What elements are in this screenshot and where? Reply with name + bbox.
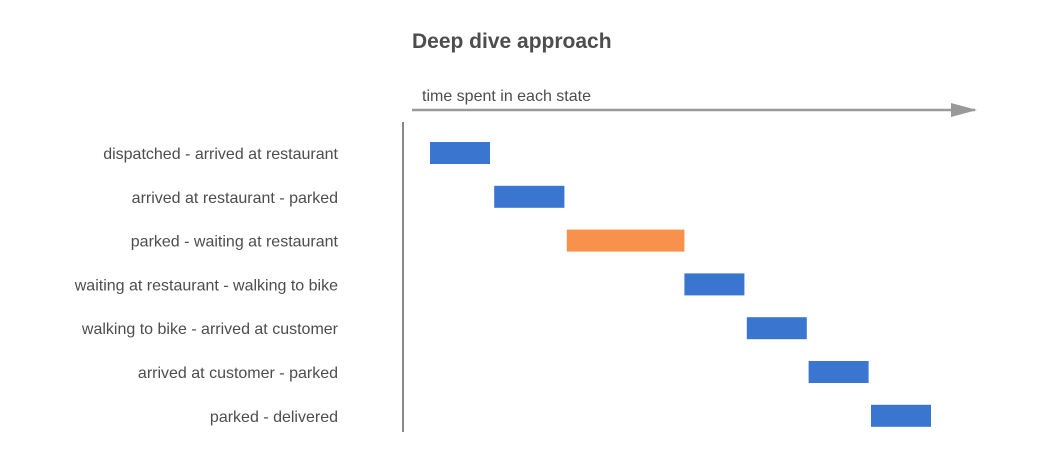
gantt-bar [808, 361, 869, 383]
category-label: arrived at customer - parked [138, 365, 338, 382]
gantt-bar [494, 185, 565, 208]
gantt-bar [746, 317, 807, 340]
bars [430, 142, 931, 427]
gantt-bar [871, 404, 931, 427]
chart-title: Deep dive approach [412, 30, 612, 53]
gantt-bar [684, 273, 745, 296]
category-label: parked - waiting at restaurant [131, 234, 339, 251]
category-label: parked - delivered [210, 409, 338, 426]
category-label: dispatched - arrived at restaurant [103, 146, 338, 163]
category-label: walking to bike - arrived at customer [81, 321, 339, 338]
gantt-bar [566, 229, 685, 252]
time-axis-label: time spent in each state [422, 88, 591, 105]
category-label: waiting at restaurant - walking to bike [74, 277, 338, 294]
category-labels: dispatched - arrived at restaurant arrive… [74, 146, 339, 426]
category-label: arrived at restaurant - parked [132, 190, 338, 207]
gantt-bar [430, 142, 490, 164]
